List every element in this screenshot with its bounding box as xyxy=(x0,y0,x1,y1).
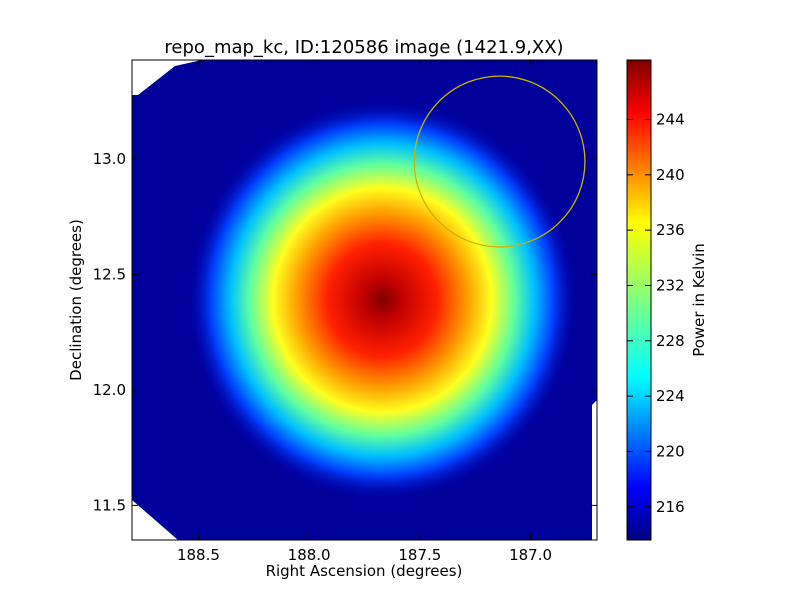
y-tick-label: 12.0 xyxy=(93,381,126,399)
colorbar-tick-label: 220 xyxy=(656,442,685,460)
y-tick-label: 11.5 xyxy=(93,496,126,514)
heatmap-image xyxy=(132,60,597,540)
region-circle xyxy=(413,75,586,248)
colorbar-tick-label: 224 xyxy=(656,387,685,405)
y-axis: 11.5 12.0 12.5 13.0 xyxy=(93,150,597,514)
chart-title: repo_map_kc, ID:120586 image (1421.9,XX) xyxy=(164,37,563,58)
colorbar-tick-label: 216 xyxy=(656,498,685,516)
source-emission xyxy=(187,100,578,500)
colorbar-tick-label: 232 xyxy=(656,276,685,294)
plot-frame xyxy=(131,59,598,541)
colorbar-tick-label: 228 xyxy=(656,332,685,350)
x-axis: 188.5 188.0 187.5 187.0 xyxy=(177,60,552,564)
colorbar-tick-label: 240 xyxy=(656,166,685,184)
y-tick-label: 13.0 xyxy=(93,150,126,168)
colorbar-ticks: 216 220 224 228 232 236 240 244 xyxy=(627,110,685,516)
x-axis-label: Right Ascension (degrees) xyxy=(266,562,463,580)
colorbar-tick-label: 236 xyxy=(656,221,685,239)
y-axis-label: Declination (degrees) xyxy=(67,219,85,381)
colorbar-label: Power in Kelvin xyxy=(690,243,708,357)
y-tick-label: 12.5 xyxy=(93,266,126,284)
x-tick-label: 187.5 xyxy=(398,546,441,564)
x-tick-label: 188.5 xyxy=(177,546,220,564)
x-tick-label: 188.0 xyxy=(288,546,331,564)
x-tick-label: 187.0 xyxy=(509,546,552,564)
colorbar xyxy=(626,59,652,541)
colorbar-tick-label: 244 xyxy=(656,110,685,128)
